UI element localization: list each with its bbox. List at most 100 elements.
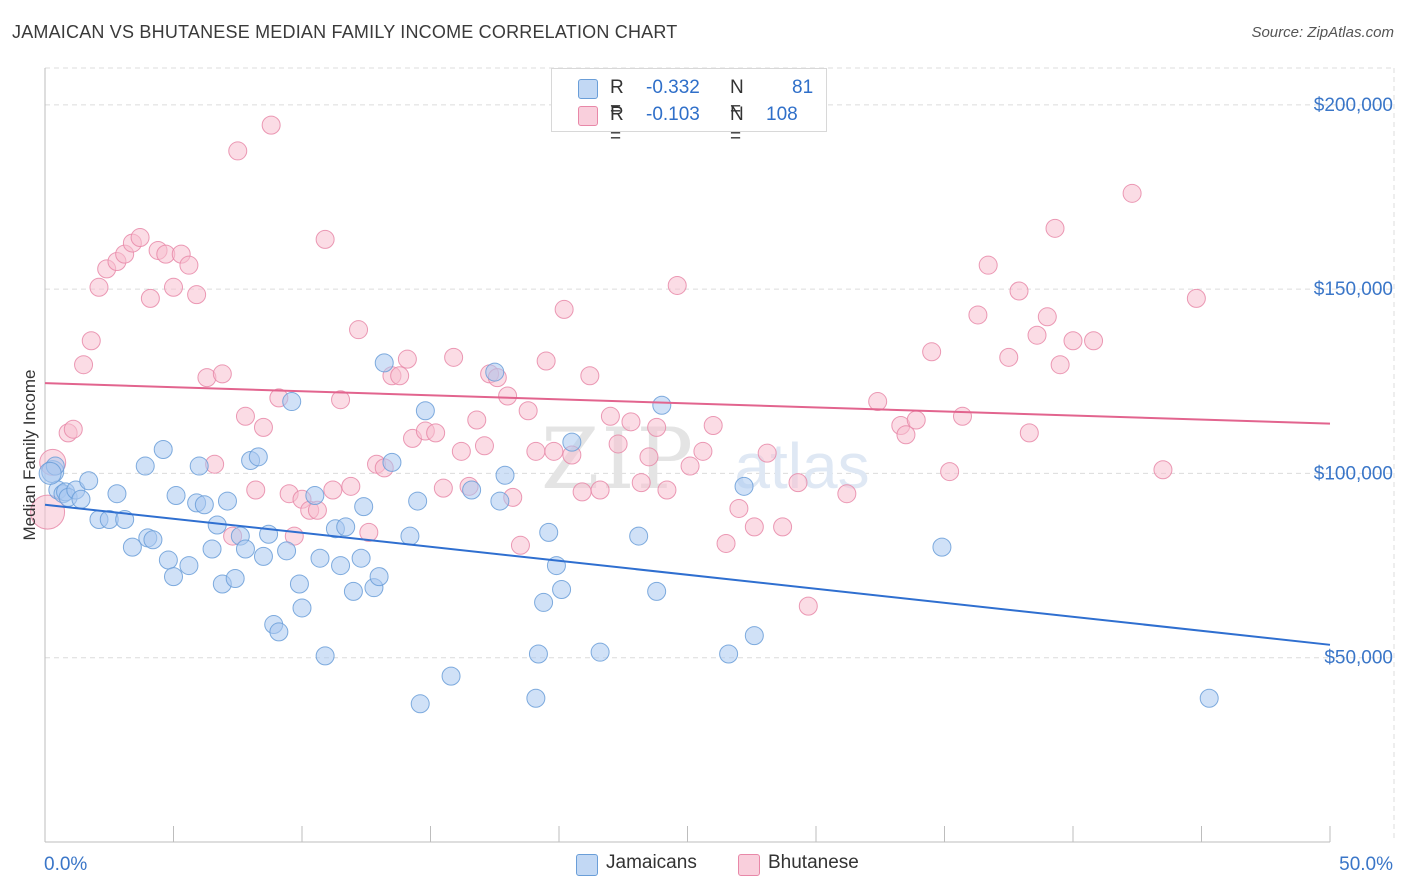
bhutanese-point bbox=[74, 355, 94, 375]
jamaicans-point bbox=[562, 432, 582, 452]
bhutanese-point bbox=[590, 480, 610, 500]
jamaicans-legend-swatch bbox=[576, 854, 598, 876]
jamaicans-point bbox=[526, 688, 546, 708]
bhutanese-point bbox=[140, 288, 160, 308]
bhutanese-point bbox=[164, 277, 183, 297]
bhutanese-point bbox=[89, 277, 109, 297]
bhutanese-point bbox=[451, 441, 471, 461]
bhutanese-point bbox=[467, 410, 487, 430]
stats-box: R = -0.332 N = 81 R = -0.103 N = 108 bbox=[551, 68, 827, 147]
bhutanese-point bbox=[246, 480, 266, 500]
jamaicans-point bbox=[354, 497, 374, 517]
trend-lines bbox=[44, 382, 1331, 646]
bhutanese-point bbox=[1045, 218, 1065, 238]
jamaicans-point bbox=[153, 439, 173, 459]
bhutanese-point bbox=[397, 349, 417, 369]
bhutanese-point bbox=[1153, 460, 1173, 480]
jamaicans-point bbox=[38, 461, 62, 485]
bhutanese-point bbox=[315, 229, 335, 249]
x-tick-label: 0.0% bbox=[44, 854, 87, 875]
r-value: -0.103 bbox=[646, 104, 700, 125]
bhutanese-point bbox=[81, 331, 101, 351]
jamaicans-point bbox=[115, 510, 135, 529]
bhutanese-point bbox=[773, 517, 793, 537]
bhutanese-point bbox=[179, 255, 199, 275]
bhutanese-point bbox=[716, 533, 736, 553]
bhutanese-point bbox=[837, 484, 857, 504]
jamaicans-point bbox=[248, 447, 268, 467]
bhutanese-point bbox=[1050, 355, 1070, 375]
bhutanese-point bbox=[526, 441, 546, 461]
bhutanese-point bbox=[474, 436, 494, 456]
bhutanese-point bbox=[433, 478, 453, 498]
jamaicans-point bbox=[315, 646, 335, 666]
chart-title: JAMAICAN VS BHUTANESE MEDIAN FAMILY INCO… bbox=[12, 22, 678, 42]
series-jamaicans-points bbox=[38, 353, 1219, 714]
series-bhutanese-points bbox=[30, 115, 1206, 616]
bhutanese-point bbox=[693, 441, 713, 461]
bhutanese-point bbox=[729, 498, 749, 518]
jamaicans-point bbox=[369, 567, 389, 587]
n-label: N = bbox=[730, 104, 744, 147]
bhutanese-point bbox=[680, 456, 700, 476]
jamaicans-point bbox=[495, 465, 515, 485]
y-tick-label: $100,000 bbox=[1314, 463, 1393, 484]
jamaicans-point bbox=[107, 484, 127, 504]
jamaicans-point bbox=[410, 694, 430, 714]
legend-label: Bhutanese bbox=[768, 852, 859, 873]
r-value: -0.332 bbox=[646, 77, 700, 98]
jamaicans-point bbox=[225, 568, 245, 588]
jamaicans-point bbox=[135, 456, 155, 476]
bhutanese-point bbox=[1084, 331, 1104, 351]
jamaicans-point bbox=[485, 362, 505, 382]
jamaicans-point bbox=[647, 581, 667, 601]
jamaicans-point bbox=[217, 491, 237, 511]
jamaicans-swatch bbox=[578, 79, 598, 99]
bhutanese-point bbox=[922, 342, 942, 362]
jamaicans-point bbox=[744, 626, 764, 646]
jamaicans-point bbox=[351, 548, 371, 568]
jamaicans-point bbox=[374, 353, 394, 373]
jamaicans-point bbox=[310, 548, 330, 568]
bhutanese-point bbox=[608, 434, 628, 454]
jamaicans-point bbox=[289, 574, 309, 594]
bhutanese-trend-line bbox=[44, 382, 1331, 425]
jamaicans-point bbox=[528, 644, 548, 664]
jamaicans-point bbox=[282, 392, 302, 412]
bhutanese-point bbox=[647, 417, 667, 437]
jamaicans-point bbox=[166, 486, 186, 506]
jamaicans-point bbox=[194, 495, 214, 515]
bhutanese-point bbox=[667, 275, 687, 295]
r-label: R = bbox=[610, 77, 624, 120]
grid-lines bbox=[45, 67, 1395, 842]
bhutanese-point bbox=[349, 320, 369, 340]
bhutanese-point bbox=[968, 305, 988, 325]
bhutanese-point bbox=[868, 392, 888, 412]
jamaicans-trend-line bbox=[44, 503, 1331, 646]
jamaicans-point bbox=[1199, 688, 1219, 708]
bhutanese-point bbox=[63, 419, 83, 439]
jamaicans-point bbox=[441, 666, 461, 686]
jamaicans-point bbox=[415, 401, 435, 421]
jamaicans-point bbox=[179, 556, 199, 576]
jamaicans-point bbox=[122, 537, 142, 557]
bhutanese-point bbox=[896, 425, 916, 445]
bhutanese-point bbox=[744, 517, 764, 537]
jamaicans-point bbox=[629, 526, 649, 546]
jamaicans-point bbox=[490, 491, 510, 511]
jamaicans-point bbox=[189, 456, 209, 476]
bhutanese-point bbox=[390, 366, 410, 386]
n-value: 108 bbox=[766, 104, 798, 125]
bhutanese-point bbox=[331, 390, 351, 410]
jamaicans-point bbox=[719, 644, 739, 664]
bhutanese-point bbox=[536, 351, 556, 371]
x-tick-label: 50.0% bbox=[1339, 854, 1393, 875]
tick-labels: $50,000 $100,000 $150,000 $200,000 0.0% 50.0% bbox=[44, 95, 1393, 875]
bhutanese-point bbox=[952, 406, 972, 426]
jamaicans-point bbox=[277, 541, 297, 561]
bhutanese-point bbox=[359, 522, 379, 542]
bhutanese-point bbox=[906, 410, 926, 430]
bhutanese-point bbox=[1063, 331, 1083, 351]
bhutanese-point bbox=[554, 299, 574, 319]
